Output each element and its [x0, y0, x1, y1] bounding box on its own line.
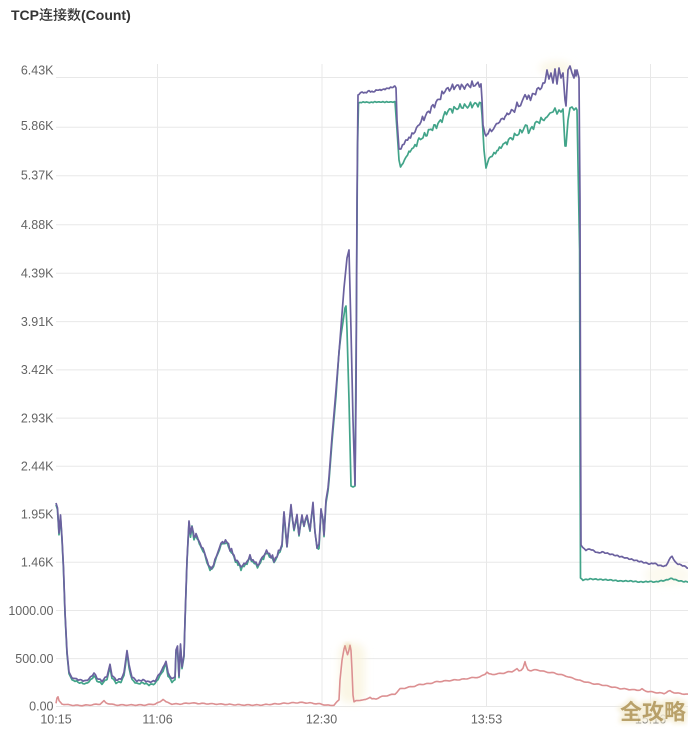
svg-text:3.42K: 3.42K	[21, 363, 54, 377]
svg-text:1000.00: 1000.00	[8, 604, 53, 618]
svg-text:11:06: 11:06	[142, 713, 172, 727]
svg-text:3.91K: 3.91K	[21, 315, 54, 329]
svg-text:500.00: 500.00	[15, 652, 53, 666]
svg-text:1.95K: 1.95K	[21, 508, 54, 522]
svg-text:6.43K: 6.43K	[21, 63, 54, 77]
svg-text:10:15: 10:15	[40, 713, 71, 727]
svg-text:5.86K: 5.86K	[21, 119, 54, 133]
svg-text:TCP: TCP	[11, 7, 39, 23]
svg-text:4.39K: 4.39K	[21, 266, 54, 280]
svg-text:2.44K: 2.44K	[21, 460, 54, 474]
svg-text:13:53: 13:53	[471, 713, 502, 727]
svg-text:0.00: 0.00	[29, 700, 53, 714]
svg-text:1.46K: 1.46K	[21, 556, 54, 570]
svg-text:4.88K: 4.88K	[21, 218, 54, 232]
svg-text:(Count): (Count)	[81, 7, 131, 23]
svg-text:5.37K: 5.37K	[21, 168, 54, 182]
svg-text:2.93K: 2.93K	[21, 411, 54, 425]
svg-text:12:30: 12:30	[306, 713, 337, 727]
